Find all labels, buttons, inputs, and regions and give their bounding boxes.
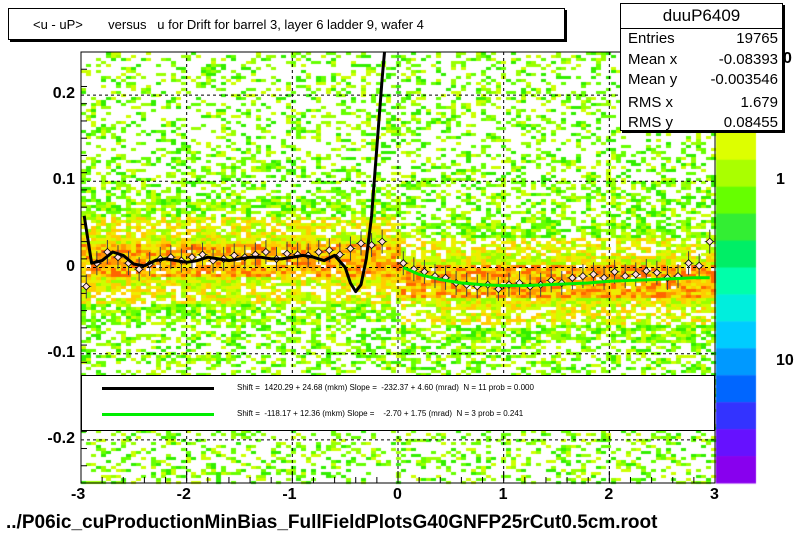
profile-point	[378, 237, 387, 246]
profile-point	[356, 239, 366, 248]
profile-point	[335, 250, 344, 259]
profile-point	[589, 270, 598, 279]
profile-point	[547, 276, 556, 285]
y-tick-label: -0.1	[47, 343, 75, 361]
palette-label: 1	[776, 171, 785, 189]
stats-value: -0.08393	[718, 51, 778, 68]
stats-box: duuP6409 Entries 19765 Mean x -0.08393 M…	[620, 3, 783, 131]
x-tick-label: -2	[176, 486, 191, 503]
profile-point	[494, 284, 503, 294]
profile-point	[82, 282, 91, 291]
stats-row-rms-y: RMS y 0.08455	[628, 114, 778, 134]
profile-point	[135, 265, 144, 274]
stats-label: Mean x	[628, 51, 678, 68]
profile-point	[684, 259, 693, 268]
plot-title: <u - uP> versus u for Drift for barrel 3…	[33, 17, 424, 32]
x-tick-label: -3	[71, 486, 86, 503]
profile-point	[314, 247, 323, 257]
x-tick-label: 3	[710, 486, 719, 503]
y-tick-label: 0.2	[52, 85, 75, 103]
profile-point	[621, 272, 630, 281]
y-tick-label: -0.2	[47, 429, 75, 447]
stats-row-entries: Entries 19765	[628, 30, 778, 50]
title-box: <u - uP> versus u for Drift for barrel 3…	[8, 8, 565, 40]
stats-value: 0.08455	[723, 114, 778, 131]
x-tick-label: 0	[393, 486, 402, 503]
footer-filename: ../P06ic_cuProductionMinBias_FullFieldPl…	[6, 512, 658, 533]
y-tick-label: 0	[66, 257, 75, 275]
profile-point	[399, 259, 408, 268]
profile-point	[578, 272, 587, 281]
legend-line-black	[102, 387, 214, 390]
profile-point	[261, 247, 270, 257]
x-tick-label: -1	[282, 486, 297, 503]
stats-label: RMS x	[628, 94, 673, 111]
stats-value: 19765	[736, 30, 778, 47]
stats-name: duuP6409	[621, 4, 782, 29]
stats-value: 1.679	[740, 94, 778, 111]
profile-point	[705, 237, 714, 246]
x-tick-label: 2	[604, 486, 614, 503]
stats-row-rms-x: RMS x 1.679	[628, 94, 778, 114]
y-tick-label: 0.1	[52, 171, 75, 189]
palette-label-partial: 0	[783, 50, 792, 67]
palette-label: 10	[776, 352, 794, 370]
profile-point	[325, 246, 334, 255]
profile-point	[346, 244, 355, 253]
fit-line-black	[82, 52, 387, 294]
fit-legend: Shift = 1420.29 + 24.68 (mkm) Slope = -2…	[81, 375, 715, 431]
profile-point	[610, 267, 619, 276]
profile-point	[642, 266, 651, 276]
profile-point	[568, 273, 577, 282]
fit-line-green	[402, 266, 710, 288]
stats-label: Entries	[628, 30, 675, 47]
x-tick-label: 1	[498, 486, 508, 503]
legend-text-black: Shift = 1420.29 + 24.68 (mkm) Slope = -2…	[237, 383, 534, 392]
profile-point	[652, 268, 661, 277]
stats-label: RMS y	[628, 114, 673, 131]
profile-point	[695, 261, 704, 270]
profile-point	[631, 270, 640, 279]
stats-label: Mean y	[628, 71, 678, 88]
legend-line-green	[102, 413, 214, 416]
legend-text-green: Shift = -118.17 + 12.36 (mkm) Slope = -2…	[237, 409, 524, 418]
stats-row-mean-x: Mean x -0.08393	[628, 51, 778, 71]
stats-row-mean-y: Mean y -0.003546	[628, 71, 778, 91]
stats-value: -0.003546	[710, 71, 778, 88]
